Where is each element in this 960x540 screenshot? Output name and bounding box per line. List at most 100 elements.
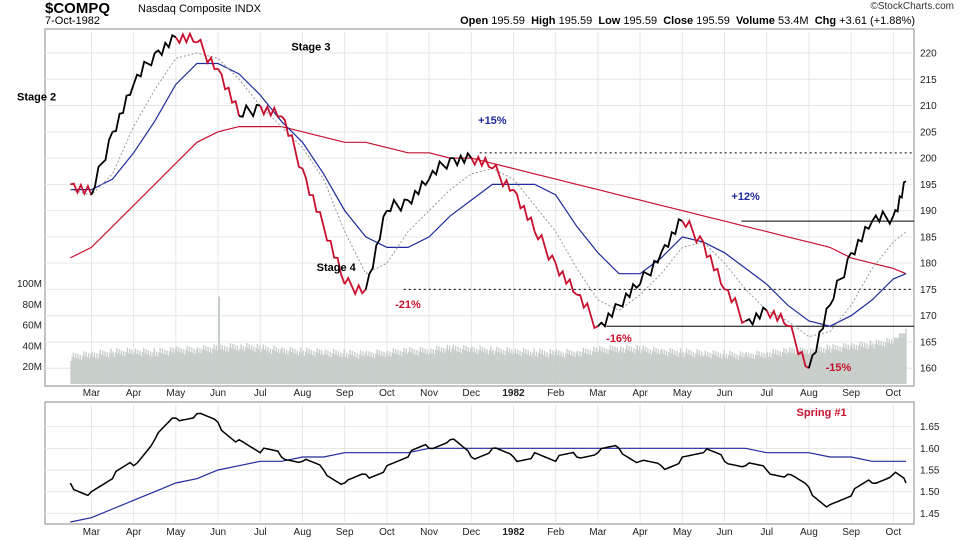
volume-bar <box>138 354 140 384</box>
volume-bar <box>897 342 899 384</box>
volume-bar <box>202 345 205 384</box>
volume-bar <box>169 346 172 384</box>
volume-bar <box>429 352 431 384</box>
volume-bar <box>675 355 677 384</box>
volume-bar <box>234 344 236 384</box>
volume-bar <box>826 344 828 384</box>
volume-bar <box>101 350 104 384</box>
volume-bar <box>514 348 517 384</box>
volume-bar <box>867 348 869 384</box>
main-x-tick-label: Apr <box>126 388 142 399</box>
volume-bar <box>314 356 316 384</box>
volume-bar <box>325 354 328 384</box>
volume-bar <box>413 349 416 384</box>
volume-bar <box>330 357 332 384</box>
volume-bar <box>873 348 875 384</box>
volume-bar <box>828 345 831 384</box>
price-line-segment <box>175 31 198 45</box>
volume-bar <box>640 353 642 384</box>
volume-bar <box>205 345 207 384</box>
volume-bar <box>288 350 290 384</box>
volume-bar <box>405 348 408 384</box>
volume-bar <box>760 352 763 384</box>
volume-bar <box>460 353 463 384</box>
volume-bar <box>424 348 426 384</box>
volume-bar <box>276 352 279 384</box>
volume-bar <box>763 352 765 384</box>
volume-bar <box>728 354 730 384</box>
volume-bar <box>295 354 297 384</box>
volume-bar <box>498 347 500 384</box>
volume-bar <box>603 347 606 384</box>
volume-bar <box>478 349 480 384</box>
volume-bar <box>566 349 568 384</box>
volume-bar <box>293 353 295 384</box>
volume-bar <box>827 349 830 384</box>
volume-bar <box>520 356 522 384</box>
volume-bar <box>110 348 112 384</box>
volume-bar <box>820 347 823 384</box>
volume-bar <box>528 355 531 384</box>
volume-bar <box>437 350 439 384</box>
volume-bar <box>400 356 403 384</box>
volume-bar <box>99 349 102 384</box>
volume-bar <box>589 350 592 384</box>
volume-bar <box>788 347 791 384</box>
volume-bar <box>602 352 604 384</box>
volume-bar <box>620 346 622 384</box>
volume-bar <box>467 347 470 384</box>
volume-bar <box>664 354 667 384</box>
volume-bar <box>416 350 418 384</box>
volume-bar <box>878 340 880 384</box>
volume-bar <box>203 350 206 384</box>
volume-bar <box>159 348 161 384</box>
volume-bar <box>392 348 395 384</box>
volume-bar <box>173 352 175 384</box>
volume-bar <box>444 353 446 384</box>
price-line-segment <box>681 218 705 245</box>
volume-bar <box>415 354 417 384</box>
volume-bar <box>834 344 837 384</box>
price-line-segment <box>618 282 641 308</box>
volume-bar <box>515 353 518 384</box>
volume-bar <box>783 347 785 384</box>
volume-bar <box>615 351 617 384</box>
volume-bar <box>575 352 578 384</box>
price-line-segment <box>428 157 452 180</box>
volume-bar <box>778 355 780 384</box>
volume-bar <box>370 352 372 384</box>
volume-bar <box>871 345 873 384</box>
volume-bar <box>723 350 725 384</box>
volume-bar <box>377 354 379 384</box>
volume-bar <box>431 353 433 384</box>
volume-bar <box>280 349 282 384</box>
volume-bar <box>555 349 558 384</box>
volume-bar <box>389 351 391 384</box>
volume-bar <box>384 357 386 384</box>
chg-value: +3.61 (+1.88%) <box>839 15 915 27</box>
volume-bar <box>465 346 467 384</box>
volume-bar <box>372 352 375 384</box>
volume-bar <box>696 349 698 384</box>
volume-bar <box>641 349 643 384</box>
volume-bar <box>446 344 449 384</box>
volume-bar <box>362 351 364 384</box>
volume-bar <box>794 354 797 384</box>
volume-bar <box>869 340 872 384</box>
volume-bar <box>756 350 758 384</box>
price-line-segment <box>787 325 810 369</box>
price-line-segment <box>850 220 874 256</box>
volume-bar <box>420 352 423 384</box>
volume-bar <box>390 356 392 384</box>
volume-bar <box>627 349 629 384</box>
volume-bar <box>268 352 270 384</box>
volume-bar <box>719 353 722 384</box>
ratio-y-tick-label: 1.55 <box>920 466 940 477</box>
price-line-segment <box>217 68 240 117</box>
price-line-segment <box>702 241 726 290</box>
volume-bar <box>134 348 137 384</box>
volume-bar <box>281 347 283 384</box>
ratio-x-tick-label: Jun <box>716 527 732 538</box>
price-y-tick-label: 180 <box>920 259 937 270</box>
volume-bar <box>731 351 733 384</box>
